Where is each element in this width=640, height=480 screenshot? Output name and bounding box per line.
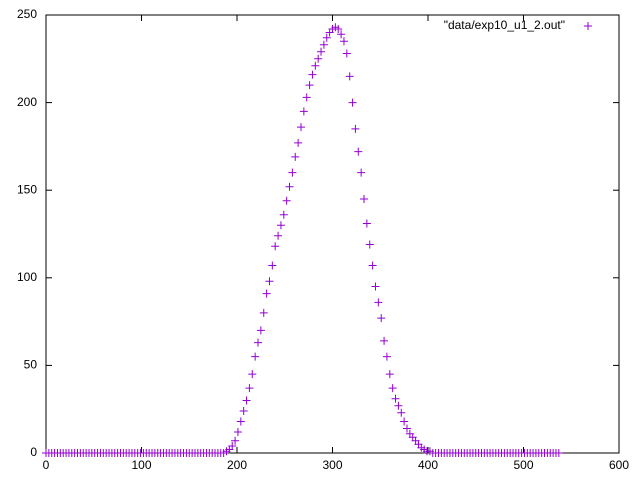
point <box>262 289 271 298</box>
point <box>254 338 263 347</box>
point <box>271 242 280 251</box>
point <box>251 352 260 361</box>
point <box>302 93 311 102</box>
legend-marker <box>584 22 592 30</box>
x-tick-label: 500 <box>513 458 533 472</box>
point <box>402 424 411 433</box>
point <box>308 70 317 79</box>
x-tick-label: 100 <box>131 458 151 472</box>
point <box>322 33 331 42</box>
point <box>365 240 374 249</box>
legend-label: "data/exp10_u1_2.out" <box>444 18 565 32</box>
point <box>236 417 245 426</box>
point <box>380 336 389 345</box>
point <box>299 107 308 116</box>
point <box>342 49 351 58</box>
point <box>268 261 277 270</box>
point <box>259 308 268 317</box>
y-tick-label: 100 <box>17 270 37 284</box>
point <box>362 219 371 228</box>
y-tick-label: 0 <box>30 445 37 459</box>
point <box>256 326 265 335</box>
point <box>276 221 285 230</box>
y-tick-label: 200 <box>17 95 37 109</box>
point <box>282 196 291 205</box>
point <box>314 54 323 63</box>
point <box>334 25 343 34</box>
point <box>382 352 391 361</box>
point <box>374 298 383 307</box>
point <box>288 168 297 177</box>
point <box>345 72 354 81</box>
y-tick-label: 50 <box>24 358 38 372</box>
point <box>274 231 283 240</box>
point <box>311 61 320 70</box>
x-tick-label: 0 <box>43 458 50 472</box>
point <box>371 282 380 291</box>
plot-border <box>45 14 620 454</box>
point <box>319 40 328 49</box>
point <box>397 408 406 417</box>
point <box>245 384 254 393</box>
point <box>354 147 363 156</box>
point <box>242 396 251 405</box>
point <box>228 441 237 450</box>
point <box>391 394 400 403</box>
point <box>377 314 386 323</box>
point <box>265 277 274 286</box>
point <box>357 168 366 177</box>
point <box>248 370 257 379</box>
point <box>400 417 409 426</box>
x-tick-label: 300 <box>322 458 342 472</box>
point <box>231 436 240 445</box>
point <box>339 37 348 46</box>
x-tick-label: 600 <box>609 458 629 472</box>
point <box>285 182 294 191</box>
point <box>337 30 346 39</box>
point <box>385 370 394 379</box>
point <box>317 47 326 56</box>
point <box>388 384 397 393</box>
point <box>394 401 403 410</box>
point <box>368 261 377 270</box>
x-tick-label: 200 <box>227 458 247 472</box>
point <box>294 138 303 147</box>
point <box>279 210 288 219</box>
point <box>554 449 563 457</box>
x-tick-label: 400 <box>418 458 438 472</box>
point <box>351 124 360 133</box>
point <box>239 406 248 415</box>
point <box>360 194 369 203</box>
y-tick-label: 150 <box>17 182 37 196</box>
point <box>291 152 300 161</box>
y-tick-label: 250 <box>17 7 37 21</box>
point <box>305 81 314 90</box>
point <box>296 123 305 132</box>
point <box>348 98 357 107</box>
point <box>233 427 242 436</box>
